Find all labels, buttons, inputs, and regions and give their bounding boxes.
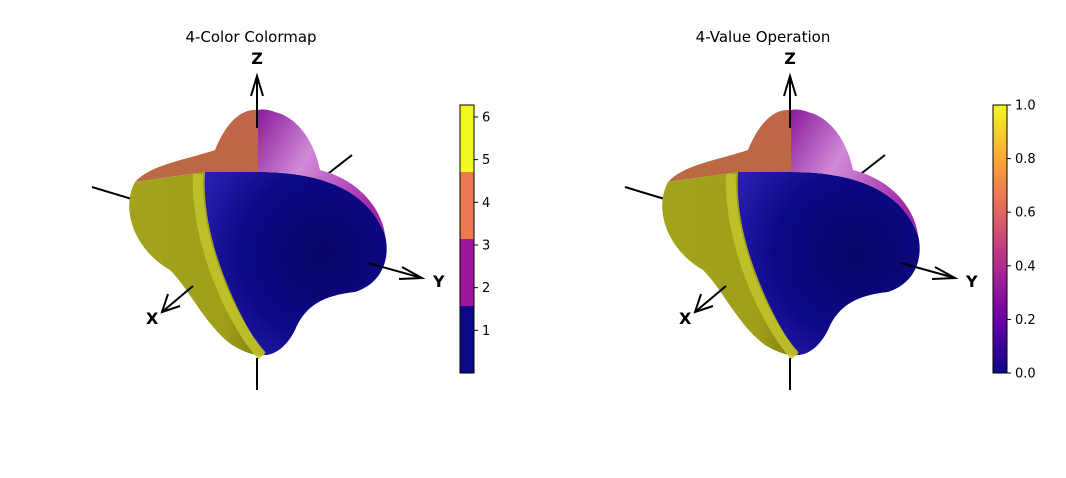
surface-upper-left-lobe <box>135 109 258 182</box>
colorbar-tick-label: 0.6 <box>1015 206 1036 221</box>
surface-seam <box>725 173 799 360</box>
y-axis-label: Y <box>965 272 978 291</box>
y-axis-arrow <box>398 266 426 280</box>
colorbar-tick-label: 0.0 <box>1015 367 1036 382</box>
colorbar-segment <box>460 172 474 239</box>
surface-front-lobe <box>737 172 920 355</box>
y-axis-label: Y <box>432 272 445 291</box>
y-axis-arrow <box>931 266 959 280</box>
colorbar-tick-label: 6 <box>482 110 490 125</box>
chart-title: 4-Color Colormap <box>185 28 317 46</box>
colorbar-segment <box>460 306 474 373</box>
surface-plot: Z Y X 0.0 0.2 0.4 0.6 0.8 1.0 <box>624 49 1036 390</box>
z-axis-label: Z <box>784 49 796 68</box>
colorbar-tick-label: 1 <box>482 324 490 339</box>
colorbar-frame <box>992 104 1008 374</box>
axis-line <box>91 186 136 201</box>
colorbar-tick-label: 0.8 <box>1015 152 1036 167</box>
surface-front-lobe <box>204 172 387 355</box>
colorbar-tick-label: 5 <box>482 153 490 168</box>
x-axis-line <box>161 285 194 313</box>
x-axis-label: X <box>679 309 692 328</box>
surface-plot: Z Y X 1 2 3 4 5 6 <box>91 49 490 390</box>
colorbar-tick-label: 2 <box>482 281 490 296</box>
colorbar-segment <box>460 105 474 172</box>
y-axis-line <box>900 262 956 279</box>
surface-top-lobe <box>258 109 385 235</box>
chart-panel-colormap: 4-Color Colormap Z Y X 1 2 3 4 5 6 <box>91 28 490 390</box>
surface-top-lobe <box>791 109 918 235</box>
x-axis-arrow <box>160 293 181 314</box>
chart-title: 4-Value Operation <box>695 28 831 46</box>
colorbar-tick-label: 0.4 <box>1015 259 1036 274</box>
y-axis-line <box>367 262 423 279</box>
chart-panel-operation: 4-Value Operation Z Y X 0.0 0.2 0.4 0.6 0.8 1.0 <box>533 0 1066 478</box>
x-axis-label: X <box>146 309 159 328</box>
colorbar-tick-label: 1.0 <box>1015 99 1036 114</box>
x-axis-arrow <box>693 293 714 314</box>
z-axis-label: Z <box>251 49 263 68</box>
colorbar-tick-label: 0.2 <box>1015 313 1036 328</box>
colorbar-segment <box>460 239 474 306</box>
surface-seam <box>192 173 266 360</box>
surface-upper-left-lobe <box>668 109 791 182</box>
colorbar-tick-label: 3 <box>482 238 490 253</box>
colorbar-tick-label: 4 <box>482 196 490 211</box>
colorbar-frame <box>459 104 475 374</box>
axis-line <box>624 186 669 201</box>
z-axis-arrow <box>250 72 264 97</box>
x-axis-line <box>694 285 727 313</box>
z-axis-arrow <box>783 72 797 97</box>
colorbar-gradient <box>993 105 1007 373</box>
